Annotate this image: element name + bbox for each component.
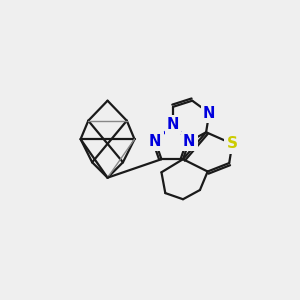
Text: N: N	[149, 134, 161, 149]
Text: N: N	[167, 117, 179, 132]
Text: S: S	[227, 136, 238, 151]
Text: N: N	[183, 134, 195, 149]
Text: N: N	[203, 106, 215, 121]
